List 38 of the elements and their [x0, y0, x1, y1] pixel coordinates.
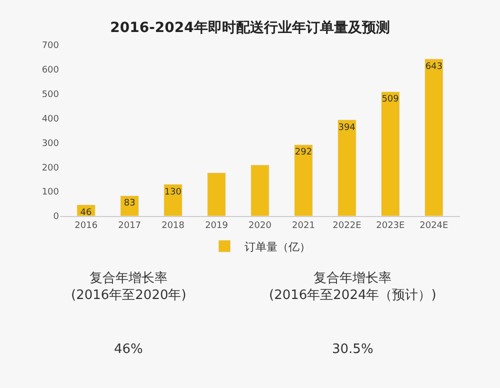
y-tick-label: 300	[42, 138, 60, 149]
y-tick-label: 100	[42, 188, 60, 198]
text: 30.5%	[332, 342, 374, 357]
x-tick-label: 2016	[74, 220, 98, 231]
x-tick-label: 2021	[292, 220, 315, 231]
y-tick-label: 500	[42, 90, 60, 100]
y-tick-label: 200	[42, 163, 60, 174]
text: 复合年增长率 (2016年至2020年)	[71, 270, 186, 303]
text: 394	[338, 122, 356, 133]
x-tick-label: 2018	[162, 220, 185, 231]
text: 292	[294, 148, 312, 158]
text: 643	[425, 62, 443, 72]
chart-title: 2016-2024年即时配送行业年订单量及预测	[110, 20, 390, 36]
x-tick-label: 2017	[118, 220, 142, 231]
y-tick-label: 700	[42, 41, 60, 52]
bar	[250, 164, 270, 216]
x-tick-label: 2024E	[420, 220, 449, 231]
x-tick-label: 2019	[205, 220, 228, 231]
x-tick-label: 2023E	[376, 220, 406, 231]
bar	[338, 120, 356, 216]
x-tick-label: 2022E	[332, 220, 362, 231]
bar	[164, 184, 182, 216]
text: 83	[124, 198, 136, 209]
bar	[424, 58, 444, 216]
text: 46%	[114, 342, 143, 357]
text: 130	[164, 187, 182, 198]
legend-label: 订单量（亿）	[244, 240, 310, 254]
text: 46	[80, 208, 92, 218]
bar	[207, 172, 226, 216]
bar	[120, 195, 139, 216]
y-tick-label: 600	[42, 66, 60, 76]
text: 509	[382, 94, 399, 105]
y-tick-label: 0	[53, 212, 60, 222]
y-tick-label: 400	[42, 114, 60, 124]
text: 复合年增长率 (2016年至2024年（预计）)	[269, 270, 436, 303]
bar	[294, 144, 313, 216]
x-tick-label: 2020	[248, 220, 272, 231]
bar	[381, 91, 400, 216]
